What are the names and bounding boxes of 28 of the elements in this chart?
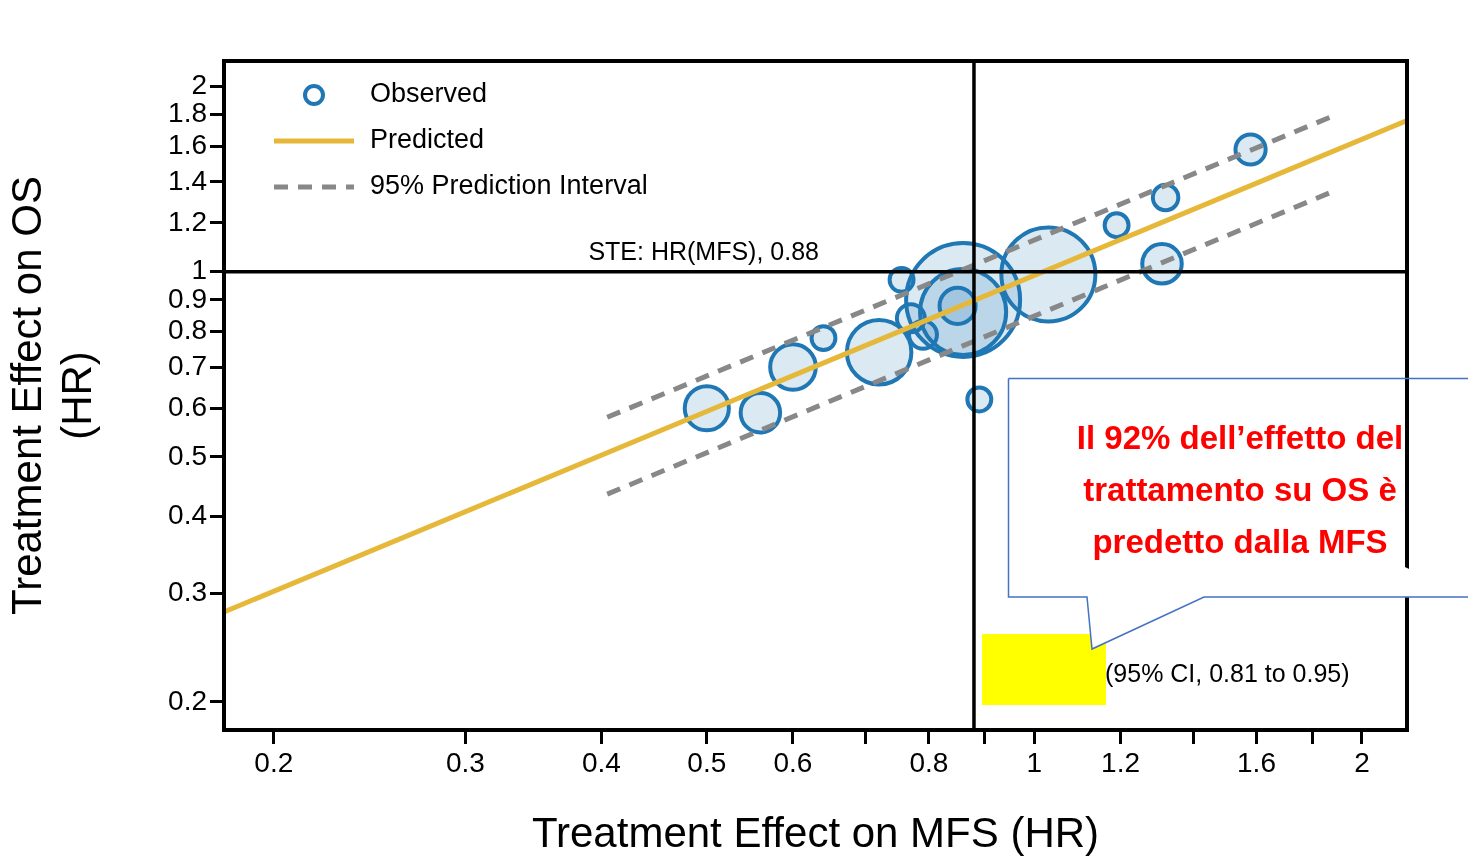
x-tick-label: 0.6 (773, 746, 813, 778)
annotation: Il 92% dell’effetto del trattamento su OS è predetto dalla MFS (1075, 418, 1405, 562)
x-tick-label: 1.2 (1101, 746, 1141, 778)
legend-label: Observed (370, 78, 488, 109)
x-tick-label: 0.3 (445, 746, 485, 778)
y-tick-label: 0.2 (168, 684, 207, 716)
x-axis-title: Treatment Effect on MFS (HR) (531, 809, 1100, 857)
y-tick-label: 1.4 (168, 164, 207, 196)
x-tick-label: 1 (1026, 746, 1043, 778)
legend-label: 95% Prediction Interval (370, 170, 648, 201)
y-tick-label: 1.2 (168, 205, 207, 237)
x-tick-label: 0.5 (687, 746, 727, 778)
y-tick-label: 0.5 (168, 439, 207, 471)
x-tick-label: 1.6 (1237, 746, 1276, 778)
x-tick-label: 0.8 (909, 746, 949, 778)
legend-label: Predicted (370, 124, 485, 155)
y-tick-label: 0.4 (168, 499, 207, 531)
x-tick-label: 0.2 (254, 746, 294, 778)
annotation: STE: HR(MFS), 0.88 (588, 236, 819, 265)
annotation: (95% CI, 0.81 to 0.95) (1105, 658, 1350, 687)
y-tick-label: 0.7 (168, 349, 207, 381)
x-tick-label: 2 (1354, 746, 1370, 778)
y-axis-title: Treatment Effect on OS (HR) (2, 176, 101, 615)
y-tick-label: 0.6 (168, 390, 207, 422)
y-tick-label: 0.3 (168, 576, 207, 608)
y-tick-label: 0.8 (168, 314, 207, 346)
x-tick-label: 0.4 (581, 746, 621, 778)
y-tick-label: 1.6 (168, 128, 207, 160)
